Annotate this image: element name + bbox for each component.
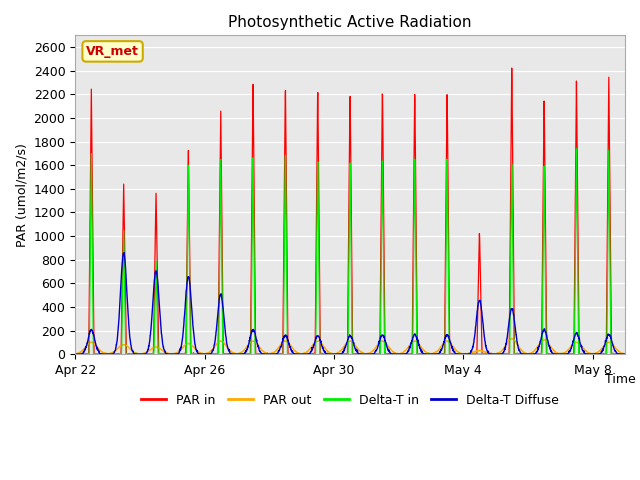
Line: PAR out: PAR out <box>75 339 640 354</box>
Delta-T in <box>200 351 208 357</box>
Delta-T in <box>128 351 136 357</box>
Delta-T in <box>163 351 171 357</box>
X-axis label: Time: Time <box>605 373 636 386</box>
PAR out <box>128 348 136 353</box>
PAR out <box>508 336 516 342</box>
PAR in <box>385 351 393 357</box>
PAR in <box>200 351 208 357</box>
Y-axis label: PAR (umol/m2/s): PAR (umol/m2/s) <box>15 143 28 247</box>
Delta-T Diffuse <box>385 347 393 353</box>
PAR in <box>128 351 136 357</box>
PAR out <box>385 345 393 350</box>
PAR in <box>163 351 171 357</box>
Delta-T Diffuse <box>283 334 291 339</box>
Text: VR_met: VR_met <box>86 45 139 58</box>
Delta-T Diffuse <box>163 351 171 357</box>
Delta-T in <box>385 351 393 357</box>
Delta-T Diffuse <box>71 351 79 357</box>
Delta-T in <box>72 351 79 357</box>
PAR out <box>104 351 111 357</box>
Line: PAR in: PAR in <box>75 68 640 354</box>
Legend: PAR in, PAR out, Delta-T in, Delta-T Diffuse: PAR in, PAR out, Delta-T in, Delta-T Dif… <box>136 389 564 412</box>
PAR in <box>72 351 79 357</box>
PAR out <box>579 344 586 350</box>
PAR in <box>508 65 516 71</box>
Line: Delta-T Diffuse: Delta-T Diffuse <box>75 252 640 354</box>
Delta-T in <box>283 263 291 269</box>
PAR out <box>71 351 79 357</box>
Delta-T Diffuse <box>120 250 128 255</box>
PAR in <box>71 351 79 357</box>
PAR in <box>579 351 586 357</box>
PAR in <box>283 206 291 212</box>
Delta-T Diffuse <box>128 347 136 352</box>
Delta-T Diffuse <box>200 351 208 357</box>
PAR out <box>283 338 291 344</box>
Delta-T Diffuse <box>579 347 586 352</box>
Delta-T in <box>71 351 79 357</box>
Delta-T in <box>579 351 586 357</box>
Title: Photosynthetic Active Radiation: Photosynthetic Active Radiation <box>228 15 472 30</box>
Delta-T in <box>573 146 580 152</box>
Line: Delta-T in: Delta-T in <box>75 149 640 354</box>
PAR out <box>163 350 171 356</box>
PAR out <box>200 351 208 357</box>
